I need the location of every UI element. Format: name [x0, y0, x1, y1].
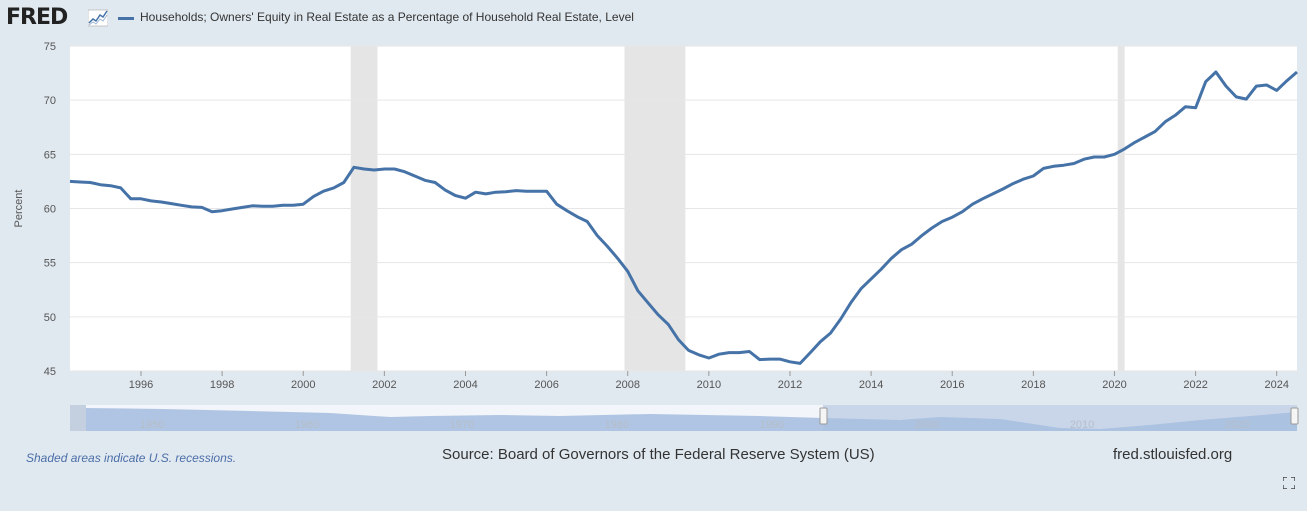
series-line — [69, 70, 1298, 365]
navigator-tick-label: 2020 — [1225, 419, 1249, 431]
navigator-handle[interactable] — [819, 407, 828, 425]
x-tick-label: 2024 — [1264, 379, 1288, 391]
x-tick-label: 2014 — [859, 379, 883, 391]
fred-graph-icon — [88, 9, 108, 27]
recession-note: Shaded areas indicate U.S. recessions. — [26, 451, 237, 465]
y-tick-label: 50 — [44, 312, 56, 324]
x-tick-label: 2008 — [615, 379, 639, 391]
x-tick-label: 2020 — [1102, 379, 1126, 391]
site-link[interactable]: fred.stlouisfed.org — [1113, 446, 1233, 463]
y-axis-label: Percent — [13, 190, 25, 228]
x-tick-label: 2010 — [697, 379, 721, 391]
source-text: Source: Board of Governors of the Federa… — [442, 446, 875, 463]
navigator-mask-left — [70, 405, 86, 431]
y-tick-label: 45 — [44, 366, 56, 378]
fullscreen-icon[interactable] — [1283, 477, 1295, 489]
x-tick-label: 2002 — [372, 379, 396, 391]
x-tick-label: 2000 — [291, 379, 315, 391]
navigator-tick-label: 1960 — [295, 419, 319, 431]
y-tick-label: 70 — [44, 95, 56, 107]
navigator-tick-label: 1990 — [760, 419, 784, 431]
legend-label[interactable]: Households; Owners' Equity in Real Estat… — [140, 10, 634, 24]
navigator-tick-label: 2000 — [915, 419, 939, 431]
x-tick-label: 2012 — [778, 379, 802, 391]
line-chart: 45 50 55 60 65 70 75 1996 1998 2000 2002 2004 2006 20… — [13, 41, 1299, 431]
navigator-tick-label: 1950 — [140, 419, 164, 431]
y-tick-label: 75 — [44, 41, 56, 53]
x-tick-label: 2022 — [1183, 379, 1207, 391]
navigator-tick-label: 1980 — [605, 419, 629, 431]
y-tick-label: 65 — [44, 149, 56, 161]
chart-header: FRED Households; Owners' Equity in Real … — [0, 0, 1307, 36]
navigator-handle[interactable] — [1290, 407, 1299, 425]
fred-logo[interactable]: FRED — [6, 5, 68, 30]
x-tick-label: 1996 — [129, 379, 153, 391]
x-tick-label: 2006 — [534, 379, 558, 391]
legend-swatch — [118, 17, 134, 20]
navigator-tick-label: 1970 — [450, 419, 474, 431]
x-tick-label: 2016 — [940, 379, 964, 391]
x-tick-label: 2004 — [453, 379, 477, 391]
navigator-tick-label: 2010 — [1070, 419, 1094, 431]
y-tick-label: 60 — [44, 204, 56, 216]
x-tick-label: 1998 — [210, 379, 234, 391]
y-tick-label: 55 — [44, 258, 56, 270]
navigator-area — [70, 408, 1297, 431]
x-tick-label: 2018 — [1021, 379, 1045, 391]
